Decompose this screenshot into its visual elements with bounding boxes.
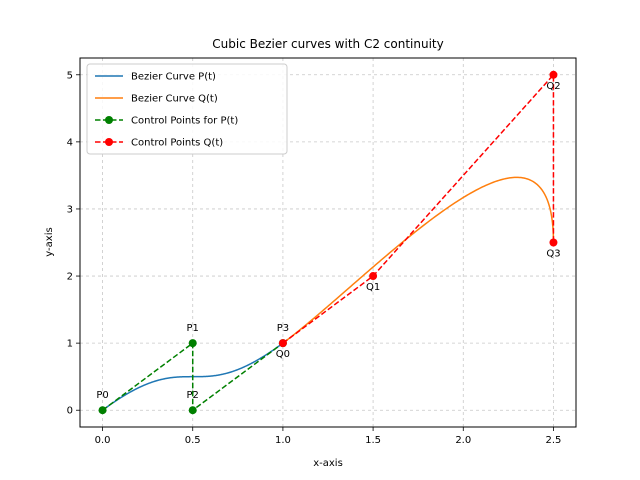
point-label-p1: P1 [187, 323, 199, 334]
y-tick-label: 0 [67, 406, 73, 417]
plot-area: P0 P1 P2 P3 Q0 Q1 Q2 Q3 [96, 70, 561, 415]
legend-box [86, 63, 288, 155]
legend-marker [105, 138, 113, 146]
x-tick-label: 1.5 [365, 435, 381, 446]
legend-entry-label: Control Points Q(t) [131, 138, 223, 149]
point-label-p2: P2 [187, 390, 199, 401]
control-point-marker [549, 70, 558, 79]
point-label-q0: Q0 [276, 349, 290, 360]
bezier-curve-q [282, 176, 555, 344]
axes-frame [79, 57, 577, 428]
legend-entry-label: Bezier Curve Q(t) [131, 94, 218, 105]
y-tick-label: 2 [67, 272, 73, 283]
y-axis-label: y-axis [44, 227, 55, 256]
control-polygon-p [102, 341, 284, 412]
y-tick-label: 4 [67, 137, 73, 148]
legend-marker [105, 116, 113, 124]
point-label-p0: P0 [96, 390, 108, 401]
point-label-q2: Q2 [546, 81, 560, 92]
legend-entry-label: Control Points for P(t) [131, 116, 238, 127]
x-tick-label: 2.5 [546, 435, 562, 446]
legend-entry-label: Bezier Curve P(t) [131, 72, 216, 83]
control-point-marker [98, 406, 107, 415]
y-tick-label: 3 [67, 204, 73, 215]
control-point-marker [369, 272, 378, 281]
legend: Bezier Curve P(t) Bezier Curve Q(t) Contro… [86, 63, 288, 155]
control-polygon-q [282, 72, 555, 344]
point-label-q1: Q1 [366, 282, 380, 293]
x-tick-label: 1.0 [275, 435, 291, 446]
control-point-marker [278, 339, 287, 348]
y-tick-label: 5 [67, 70, 73, 81]
x-tick-label: 2.0 [455, 435, 471, 446]
x-tick-label: 0.5 [185, 435, 201, 446]
x-tick-label: 0.0 [95, 435, 111, 446]
y-tick-label: 1 [67, 339, 73, 350]
point-label-p3: P3 [277, 323, 289, 334]
control-point-marker [549, 238, 558, 247]
x-axis-label: x-axis [313, 458, 343, 469]
axis-ticks: 0.0 0.5 1.0 1.5 2.0 2.5 0 1 2 3 4 5 [67, 70, 562, 446]
chart-title: Cubic Bezier curves with C2 continuity [212, 37, 443, 51]
control-point-marker [188, 406, 197, 415]
control-point-marker [188, 339, 197, 348]
point-label-q3: Q3 [546, 249, 560, 260]
